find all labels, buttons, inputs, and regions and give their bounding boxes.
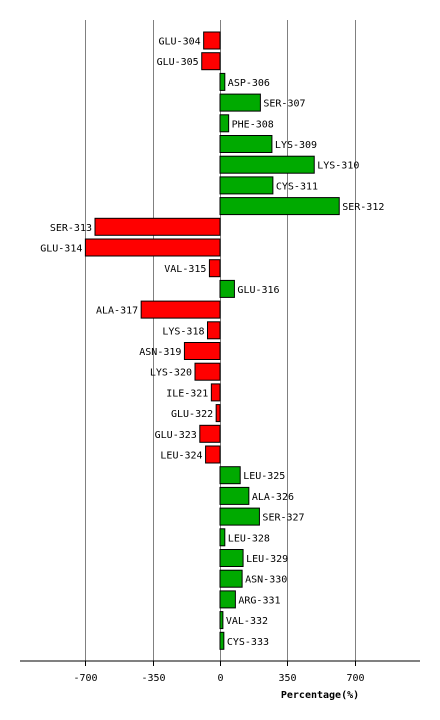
bar-label: CYS-311 xyxy=(276,181,318,192)
bar-label: LYS-310 xyxy=(317,161,359,172)
bar-label: GLU-322 xyxy=(171,409,213,420)
bar xyxy=(219,135,273,153)
bar-label: ASP-306 xyxy=(228,78,270,89)
bar-label: LEU-324 xyxy=(160,451,202,462)
bar xyxy=(219,155,315,174)
bar xyxy=(219,528,226,547)
bar xyxy=(219,176,274,195)
bar-label: GLU-316 xyxy=(237,285,279,296)
bar xyxy=(219,569,243,588)
bar xyxy=(219,72,226,91)
bar-label: SER-313 xyxy=(50,223,92,234)
bars xyxy=(84,31,340,650)
bar xyxy=(219,114,230,133)
bar xyxy=(219,611,224,630)
bar-label: CYS-333 xyxy=(227,637,269,648)
bar-label: LEU-328 xyxy=(228,533,270,544)
bar xyxy=(215,404,221,423)
bar-label: LEU-325 xyxy=(243,471,285,482)
bar xyxy=(140,300,221,319)
bar xyxy=(84,238,221,257)
bar-label: GLU-305 xyxy=(157,57,199,68)
bar xyxy=(219,631,225,650)
bar-label: GLU-314 xyxy=(40,244,82,255)
bar-label: ALA-317 xyxy=(96,306,138,317)
bar xyxy=(210,383,221,402)
bar-label: LYS-318 xyxy=(162,326,204,337)
bar xyxy=(219,486,250,505)
bar xyxy=(199,424,221,443)
bar-label: SER-327 xyxy=(262,513,304,524)
bar xyxy=(219,590,236,609)
bar xyxy=(219,197,340,216)
bar xyxy=(194,362,221,381)
bar xyxy=(219,93,261,112)
x-axis-ticks: -700 -350 0 350 700 xyxy=(73,661,365,684)
x-tick-label: 0 xyxy=(217,673,223,684)
bar-label: LYS-320 xyxy=(150,368,192,379)
bar-label: ASN-330 xyxy=(245,575,287,586)
x-tick-label: 700 xyxy=(346,673,364,684)
bar-label: SER-312 xyxy=(342,202,384,213)
bar xyxy=(203,31,221,50)
bar-label: VAL-315 xyxy=(164,264,206,275)
x-tick-label: -350 xyxy=(141,673,165,684)
bar-label: LEU-329 xyxy=(246,554,288,565)
x-tick-label: -700 xyxy=(73,673,97,684)
bar xyxy=(205,445,221,464)
bar xyxy=(183,342,221,360)
category-labels: GLU-304GLU-305ASP-306SER-307PHE-308LYS-3… xyxy=(40,37,384,648)
bar xyxy=(208,259,221,278)
x-tick-label: 350 xyxy=(278,673,296,684)
bar xyxy=(94,217,221,236)
bar xyxy=(219,507,260,526)
bar-label: ASN-319 xyxy=(139,347,181,358)
x-axis-title: Percentage(%) xyxy=(281,690,359,701)
bar-label: SER-307 xyxy=(263,99,305,110)
bar-label: VAL-332 xyxy=(226,616,268,627)
bar-label: PHE-308 xyxy=(232,119,274,130)
bar-label: GLU-304 xyxy=(158,37,200,48)
bar-label: GLU-323 xyxy=(155,430,197,441)
bar xyxy=(207,321,221,340)
bar-label: LYS-309 xyxy=(275,140,317,151)
bar-label: ILE-321 xyxy=(166,388,208,399)
bar xyxy=(219,466,241,485)
bar xyxy=(219,279,235,298)
bar xyxy=(219,549,244,567)
bar xyxy=(201,52,221,71)
bar-label: ARG-331 xyxy=(238,595,280,606)
bar-label: ALA-326 xyxy=(252,492,294,503)
